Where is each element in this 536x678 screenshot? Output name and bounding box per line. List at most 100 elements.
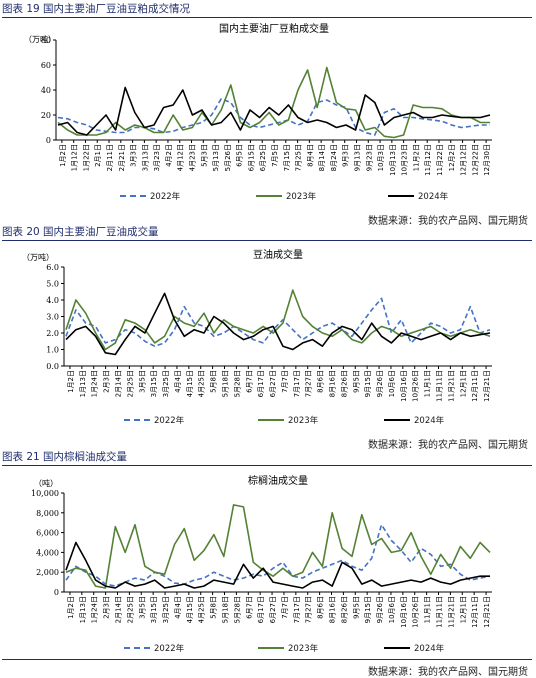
y-axis-unit: （吨） [34, 478, 58, 488]
x-tick-label: 6月17日 [257, 596, 265, 623]
legend-label: 2024年 [418, 192, 449, 202]
x-tick-label: 8月6日 [317, 596, 325, 619]
caption-rule [2, 17, 532, 18]
x-tick-label: 6月5日 [236, 144, 244, 167]
x-tick-label: 7月17日 [293, 596, 301, 623]
x-tick-label: 9月23日 [365, 144, 373, 171]
x-tick-label: 1月24日 [91, 596, 99, 623]
y-tick-label: 2.0 [46, 329, 59, 338]
legend: 2022年 2023年 2024年 [0, 414, 536, 428]
x-tick-label: 3月23日 [153, 144, 161, 171]
x-tick-label: 1月13日 [79, 596, 87, 623]
x-tick-label: 2月21日 [118, 144, 126, 171]
figure-caption: 图表 21 国内棕榈油成交量 [2, 451, 128, 463]
x-tick-label: 4月4日 [174, 596, 182, 619]
caption-rule [2, 240, 532, 241]
chart-soymeal-volume: 国内主要油厂豆粕成交量 （万吨） 0 20 40 60 80 1月2日 1月12日 1月22日 2月… [0, 18, 536, 190]
series-line-2024 [65, 541, 490, 589]
x-tick-label: 6月7日 [245, 596, 253, 619]
data-source: 数据来源：我的农产品网、国元期货 [368, 440, 528, 451]
x-tick-label: 2月11日 [106, 144, 114, 171]
x-tick-label: 4月25日 [198, 370, 206, 397]
x-tick-label: 1月12日 [71, 144, 79, 171]
x-tick-label: 1月2日 [67, 370, 75, 393]
x-tick-label: 5月28日 [233, 596, 241, 623]
source-rule [2, 659, 532, 660]
series-line-2022 [65, 297, 491, 347]
x-tick-label: 11月1日 [424, 370, 432, 397]
x-tick-label: 10月6日 [388, 370, 396, 397]
legend-label: 2024年 [414, 416, 445, 426]
x-tick-label: 12月12日 [460, 144, 468, 176]
legend-swatch-2023 [256, 195, 282, 197]
chart-svg: 豆油成交量 （万吨） 0.0 1.0 2.0 3.0 4.0 5.0 6.0 1月2日 1月13日 1… [22, 248, 492, 402]
chart-title: 豆油成交量 [253, 248, 303, 261]
x-tick-label: 7月7日 [281, 370, 289, 393]
x-tick-label: 11月1日 [424, 596, 432, 623]
x-tick-label: 7月17日 [293, 370, 301, 397]
legend-swatch-2024 [384, 419, 410, 421]
x-tick-label: 12月22日 [471, 144, 479, 176]
x-tick-label: 2月3日 [103, 596, 111, 619]
series-line-2023 [65, 289, 491, 351]
x-tick-label: 7月27日 [305, 596, 313, 623]
series-line-2024 [57, 86, 491, 136]
x-tick-label: 4月2日 [165, 144, 173, 167]
x-tick-label: 12月11日 [471, 370, 479, 402]
x-tick-label: 5月3日 [200, 144, 208, 167]
x-tick-label: 12月21日 [483, 596, 491, 628]
x-tick-label: 6月25日 [259, 144, 267, 171]
x-tick-label: 2月25日 [126, 370, 134, 397]
x-tick-label: 9月26日 [376, 370, 384, 397]
y-tick-label: 6,000 [36, 529, 59, 538]
x-tick-label: 5月13日 [212, 144, 220, 171]
legend: 2022年 2023年 2024年 [0, 642, 536, 656]
y-tick-label: 2,000 [36, 568, 59, 577]
legend-swatch-2024 [388, 195, 414, 197]
x-tick-label: 9月15日 [364, 596, 372, 623]
x-tick-label: 9月3日 [342, 144, 350, 167]
legend-label: 2023年 [288, 644, 319, 654]
legend-swatch-2023 [258, 647, 284, 649]
x-tick-label: 7月15日 [283, 144, 291, 171]
x-tick-label: 12月30日 [483, 144, 491, 176]
y-tick-label: 0.0 [46, 362, 59, 371]
legend-item-2023: 2023年 [256, 190, 316, 202]
x-tick-label: 12月2日 [448, 144, 456, 171]
legend-swatch-2022 [124, 419, 150, 421]
x-tick-label: 6月27日 [269, 596, 277, 623]
legend-item-2022: 2022年 [120, 190, 180, 202]
y-axis-unit: （万吨） [22, 252, 54, 262]
chart-title: 国内主要油厂豆粕成交量 [219, 22, 329, 35]
x-tick-label: 7月27日 [305, 370, 313, 397]
caption-rule [2, 465, 532, 466]
legend-item-2023: 2023年 [258, 414, 318, 426]
x-tick-label: 10月16日 [400, 596, 408, 628]
y-tick-label: 40 [41, 86, 51, 95]
x-tick-label: 2月14日 [115, 370, 123, 397]
legend-label: 2022年 [154, 416, 185, 426]
x-tick-label: 2月25日 [126, 596, 134, 623]
x-tick-label: 8月26日 [340, 370, 348, 397]
legend-item-2024: 2024年 [384, 414, 444, 426]
x-tick-label: 7月7日 [281, 596, 289, 619]
x-tick-label: 8月4日 [306, 144, 314, 167]
x-tick-label: 4月25日 [198, 596, 206, 623]
x-tick-label: 6月7日 [245, 370, 253, 393]
legend-label: 2023年 [286, 192, 317, 202]
y-tick-label: 3.0 [46, 313, 59, 322]
y-tick-label: 6.0 [46, 263, 59, 272]
x-tick-label: 12月1日 [459, 596, 467, 623]
series-line-2023 [57, 66, 490, 139]
x-tick-label: 12月21日 [483, 370, 491, 402]
legend-label: 2023年 [288, 416, 319, 426]
x-tick-label: 11月22日 [436, 144, 444, 176]
chart-title: 棕榈油成交量 [248, 474, 308, 487]
x-tick-label: 2月3日 [103, 370, 111, 393]
series-line-2022 [57, 98, 490, 136]
x-tick-label: 3月5日 [138, 596, 146, 619]
x-tick-label: 10月3日 [377, 144, 385, 171]
y-tick-label: 80 [41, 36, 51, 45]
x-tick-label: 4月12日 [177, 144, 185, 171]
x-tick-label: 10月6日 [388, 596, 396, 623]
